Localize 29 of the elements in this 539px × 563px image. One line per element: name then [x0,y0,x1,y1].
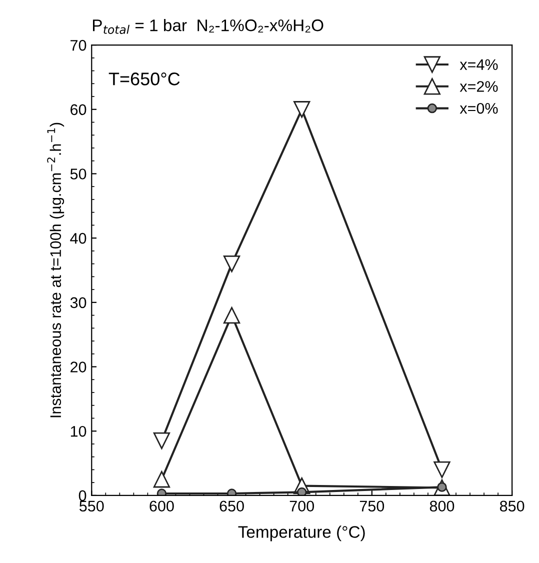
x-tick-label: 700 [290,500,314,512]
legend-label: x=2% [460,81,498,92]
x-tick-label: 750 [360,500,384,512]
y-tick-label: 30 [70,297,86,308]
y-tick-label: 50 [70,168,86,180]
point [296,487,307,496]
y-tick-label: 70 [70,40,86,51]
point [294,101,310,118]
chart-title: P$_{total}$ = 1 bar N₂-1%O₂-x%H₂O [92,18,324,34]
y-tick-label: 40 [70,232,86,244]
y-tick-label: 20 [70,362,86,372]
y-tick-label: 10 [70,426,86,437]
point [153,432,170,450]
point [153,471,170,488]
x-tick-label: 850 [500,500,524,512]
y-axis-title: Instantaneous rate at t=100h (µg.cm$^{−2}$.h$^{−1}$) [47,122,64,418]
x-tick-label: 650 [220,500,244,512]
x-tick-label: 550 [79,500,104,512]
x-tick-label: 800 [430,500,454,512]
point [223,255,240,272]
y-tick-label: 0 [78,490,86,502]
annotation: T=650°C [108,72,180,86]
y-tick-label: 60 [70,104,86,116]
legend-label: x=4% [460,59,498,70]
x-tick-label: 600 [150,500,174,512]
point [223,306,240,324]
point [434,461,450,478]
x-axis-title: Temperature (°C) [238,526,365,542]
legend-label: x=0% [460,102,498,114]
